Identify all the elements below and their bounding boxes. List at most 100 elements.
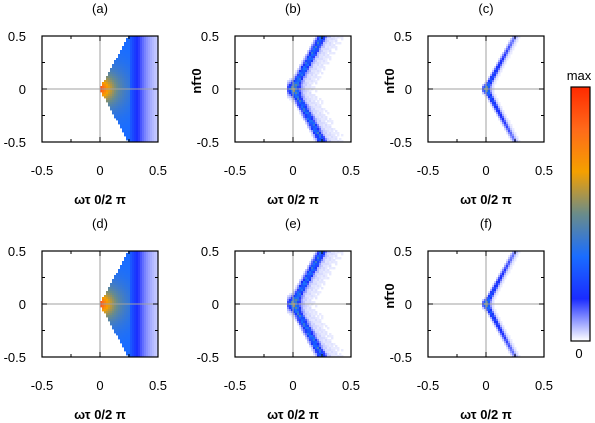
heatmap-cell (140, 118, 143, 121)
heatmap-cell (492, 291, 495, 294)
heatmap-cell (156, 58, 159, 61)
heatmap-cell (148, 315, 151, 318)
heatmap-cell (110, 102, 113, 105)
heatmap-cell (126, 259, 129, 262)
heatmap-cell (150, 267, 153, 270)
heatmap-cell (144, 325, 147, 328)
heatmap-cell (305, 108, 308, 111)
heatmap-cell (325, 339, 328, 342)
heatmap-cell (490, 72, 493, 75)
heatmap-cell (494, 98, 497, 101)
heatmap-cell (114, 94, 117, 97)
heatmap-cell (301, 317, 304, 320)
heatmap-cell (150, 299, 153, 302)
heatmap-cell (490, 289, 493, 292)
heatmap-cell (307, 339, 310, 342)
heatmap-cell (309, 265, 312, 268)
heatmap-cell (317, 291, 320, 294)
heatmap-cell (303, 309, 306, 312)
heatmap-cell (116, 333, 119, 336)
heatmap-cell (299, 76, 302, 79)
heatmap-cell (311, 285, 314, 288)
heatmap-cell (315, 265, 318, 268)
heatmap-cell (118, 80, 121, 83)
heatmap-cell (150, 102, 153, 105)
heatmap-cell (146, 275, 149, 278)
heatmap-cell (299, 319, 302, 322)
heatmap-cell (156, 72, 159, 75)
heatmap-cell (317, 335, 320, 338)
heatmap-cell (148, 265, 151, 268)
heatmap-cell (146, 46, 149, 49)
heatmap-cell (335, 132, 338, 135)
heatmap-cell (299, 84, 302, 87)
heatmap-cell (315, 313, 318, 316)
heatmap-cell (331, 253, 334, 256)
heatmap-cell (506, 50, 509, 53)
heatmap-cell (108, 317, 111, 320)
heatmap-cell (319, 283, 322, 286)
heatmap-cell (498, 281, 501, 284)
heatmap-cell (154, 259, 157, 262)
heatmap-cell (490, 305, 493, 308)
heatmap-cell (134, 104, 137, 107)
heatmap-cell (315, 269, 318, 272)
heatmap-cell (148, 311, 151, 314)
heatmap-cell (325, 138, 328, 141)
heatmap-cell (122, 108, 125, 111)
heatmap-cell (498, 323, 501, 326)
heatmap-cell (323, 42, 326, 45)
heatmap-cell (500, 321, 503, 324)
heatmap-cell (128, 114, 131, 117)
heatmap-cell (132, 321, 135, 324)
heatmap-cell (134, 309, 137, 312)
heatmap-cell (126, 313, 129, 316)
heatmap-cell (492, 100, 495, 103)
heatmap-cell (305, 96, 308, 99)
heatmap-cell (128, 297, 131, 300)
heatmap-cell (305, 301, 308, 304)
heatmap-cell (154, 315, 157, 318)
heatmap-cell (130, 291, 133, 294)
heatmap-cell (500, 110, 503, 113)
heatmap-cell (321, 257, 324, 260)
heatmap-cell (136, 297, 139, 300)
heatmap-cell (329, 130, 332, 133)
heatmap-cell (140, 64, 143, 67)
heatmap-cell (134, 345, 137, 348)
heatmap-cell (138, 299, 141, 302)
heatmap-cell (152, 80, 155, 83)
heatmap-cell (134, 108, 137, 111)
heatmap-cell (120, 64, 123, 67)
heatmap-cell (112, 72, 115, 75)
heatmap-cell (311, 46, 314, 49)
heatmap-cell (498, 74, 501, 77)
heatmap-cell (142, 347, 145, 350)
heatmap-cell (142, 76, 145, 79)
heatmap-cell (502, 116, 505, 119)
heatmap-cell (313, 285, 316, 288)
heatmap-cell (140, 48, 143, 51)
heatmap-cell (319, 333, 322, 336)
heatmap-cell (128, 102, 131, 105)
heatmap-cell (512, 257, 515, 260)
heatmap-cell (118, 82, 121, 85)
heatmap-cell (313, 337, 316, 340)
heatmap-cell (144, 138, 147, 141)
heatmap-cell (154, 343, 157, 346)
heatmap-cell (508, 40, 511, 43)
heatmap-cell (106, 90, 109, 93)
heatmap-cell (140, 132, 143, 135)
heatmap-cell (138, 349, 141, 352)
heatmap-cell (311, 64, 314, 67)
heatmap-cell (317, 114, 320, 117)
y-tick-label: 0 (212, 82, 219, 97)
heatmap-cell (154, 106, 157, 109)
heatmap-cell (148, 309, 151, 312)
heatmap-cell (140, 315, 143, 318)
heatmap-cell (321, 110, 324, 113)
heatmap-cell (132, 106, 135, 109)
heatmap-cell (321, 343, 324, 346)
heatmap-cell (291, 299, 294, 302)
heatmap-cell (504, 277, 507, 280)
